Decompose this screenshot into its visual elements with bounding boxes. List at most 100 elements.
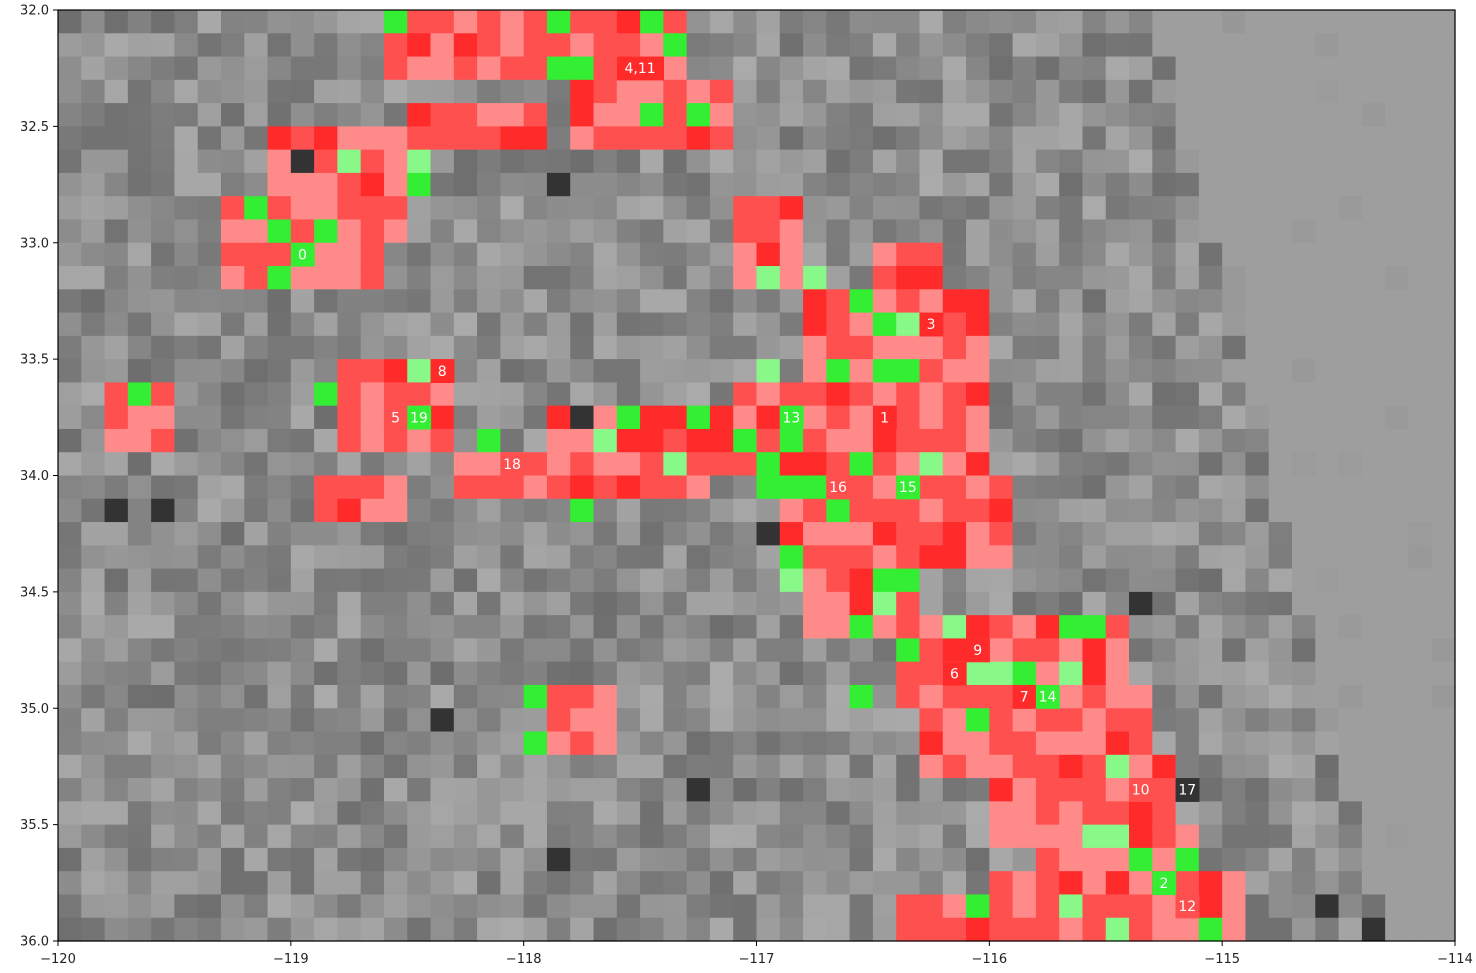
heatmap-cell — [1315, 661, 1340, 686]
heatmap-cell — [1292, 591, 1316, 616]
heatmap-cell — [942, 778, 967, 802]
heatmap-cell — [500, 847, 525, 872]
heatmap-cell — [1408, 382, 1433, 407]
heatmap-cell — [966, 545, 990, 570]
heatmap-cell — [151, 242, 176, 267]
heatmap-cell — [290, 428, 315, 453]
heatmap-cell — [779, 638, 804, 663]
heatmap-cell — [663, 475, 688, 500]
heatmap-cell — [616, 778, 641, 802]
heatmap-cell — [1129, 335, 1153, 360]
heatmap-cell — [523, 801, 548, 826]
heatmap-cell — [1268, 359, 1293, 384]
heatmap-cell — [1315, 638, 1340, 663]
heatmap-cell — [849, 545, 874, 570]
heatmap-cell — [81, 731, 106, 756]
heatmap-cell — [616, 10, 641, 34]
heatmap-cell — [1315, 754, 1340, 779]
heatmap-cell — [919, 475, 944, 500]
heatmap-cell — [453, 545, 478, 570]
heatmap-cell — [81, 661, 106, 686]
heatmap-cell — [430, 824, 455, 849]
heatmap-cell — [127, 498, 152, 523]
heatmap-cell — [1222, 452, 1247, 477]
heatmap-cell — [1129, 289, 1153, 314]
heatmap-cell — [1385, 522, 1410, 546]
heatmap-cell — [267, 684, 292, 709]
heatmap-cell — [81, 894, 106, 919]
heatmap-cell — [1338, 428, 1363, 453]
heatmap-cell — [663, 126, 688, 151]
heatmap-cell — [966, 359, 990, 384]
heatmap-cell — [1198, 79, 1223, 104]
heatmap-cell — [1152, 242, 1177, 267]
heatmap-cell — [1035, 754, 1060, 779]
heatmap-cell — [1408, 359, 1433, 384]
heatmap-cell — [942, 79, 967, 104]
heatmap-cell — [686, 289, 711, 314]
heatmap-cell — [849, 754, 874, 779]
heatmap-cell — [477, 568, 501, 593]
heatmap-cell — [570, 172, 595, 197]
heatmap-cell — [570, 149, 595, 174]
heatmap-cell — [1035, 289, 1060, 314]
heatmap-cell — [1268, 708, 1293, 733]
heatmap-cell — [1082, 196, 1107, 221]
heatmap-cell — [1175, 149, 1200, 174]
heatmap-cell — [1222, 545, 1247, 570]
heatmap-cell — [709, 196, 734, 221]
heatmap-cell — [104, 591, 129, 616]
heatmap-cell — [896, 824, 921, 849]
heatmap-cell — [430, 149, 455, 174]
heatmap-cell — [407, 871, 432, 896]
heatmap-cell — [616, 126, 641, 151]
heatmap-cell — [197, 335, 222, 360]
heatmap-cell — [1129, 684, 1153, 709]
heatmap-cell — [709, 56, 734, 81]
heatmap-cell — [616, 661, 641, 686]
heatmap-cell — [593, 824, 618, 849]
heatmap-cell — [477, 894, 501, 919]
heatmap-cell — [709, 428, 734, 453]
heatmap-cell — [919, 591, 944, 616]
heatmap-cell — [640, 847, 664, 872]
heatmap-cell — [453, 824, 478, 849]
heatmap-cell — [1175, 568, 1200, 593]
heatmap-cell — [1361, 219, 1386, 244]
heatmap-cell — [1059, 801, 1084, 826]
heatmap-cell — [803, 615, 827, 640]
heatmap-cell — [127, 545, 152, 570]
heatmap-cell — [1408, 731, 1433, 756]
heatmap-cell — [430, 242, 455, 267]
heatmap-cell — [58, 754, 82, 779]
heatmap-cell — [826, 591, 851, 616]
heatmap-cell — [942, 452, 967, 477]
heatmap-cell — [1198, 754, 1223, 779]
heatmap-cell — [1245, 405, 1270, 430]
heatmap-cell — [104, 335, 129, 360]
heatmap-cell — [989, 382, 1014, 407]
heatmap-cell — [593, 801, 618, 826]
heatmap-cell — [686, 196, 711, 221]
heatmap-cell — [803, 824, 827, 849]
heatmap-cell — [1385, 754, 1410, 779]
heatmap-cell — [197, 172, 222, 197]
heatmap-cell — [1082, 428, 1107, 453]
heatmap-cell — [430, 708, 455, 733]
heatmap-cell — [477, 545, 501, 570]
heatmap-cell — [709, 10, 734, 34]
heatmap-cell — [1292, 219, 1316, 244]
heatmap-cell — [360, 568, 385, 593]
heatmap-cell — [1012, 149, 1037, 174]
heatmap-cell — [1175, 196, 1200, 221]
heatmap-cell — [337, 568, 362, 593]
heatmap-cell — [686, 917, 711, 942]
heatmap-cell — [616, 871, 641, 896]
heatmap-cell — [966, 149, 990, 174]
heatmap-cell — [1361, 359, 1386, 384]
heatmap-cell — [104, 847, 129, 872]
heatmap-cell — [1012, 498, 1037, 523]
heatmap-cell — [1292, 266, 1316, 290]
heatmap-cell — [267, 103, 292, 127]
heatmap-cell — [989, 871, 1014, 896]
